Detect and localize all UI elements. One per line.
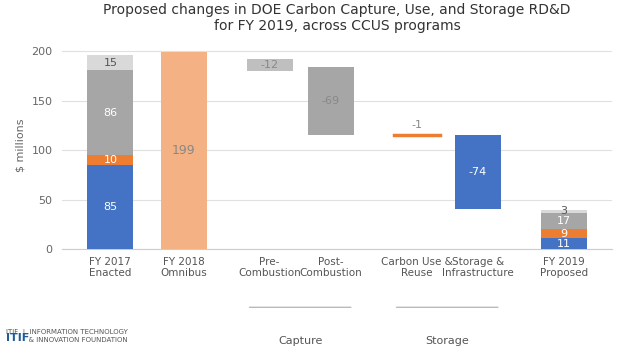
Text: 17: 17 xyxy=(557,216,571,226)
Bar xyxy=(87,165,134,249)
Text: 3: 3 xyxy=(560,206,567,216)
Bar xyxy=(540,238,587,249)
Bar xyxy=(161,52,207,249)
Text: 9: 9 xyxy=(560,229,567,239)
Bar xyxy=(540,210,587,212)
Text: 85: 85 xyxy=(103,202,117,212)
Bar xyxy=(87,70,134,155)
Text: 11: 11 xyxy=(557,239,570,249)
Bar xyxy=(540,212,587,229)
Text: 86: 86 xyxy=(103,108,117,118)
Text: ITIF: ITIF xyxy=(6,333,29,343)
Text: ITIF  |  INFORMATION TECHNOLOGY
          & INNOVATION FOUNDATION: ITIF | INFORMATION TECHNOLOGY & INNOVATI… xyxy=(6,329,128,343)
Text: Capture: Capture xyxy=(278,336,323,346)
Text: -74: -74 xyxy=(469,167,487,177)
Text: -12: -12 xyxy=(261,60,279,70)
Bar xyxy=(87,155,134,165)
Title: Proposed changes in DOE Carbon Capture, Use, and Storage RD&D
for FY 2019, acros: Proposed changes in DOE Carbon Capture, … xyxy=(103,3,571,34)
Text: Storage: Storage xyxy=(426,336,469,346)
Bar xyxy=(455,135,501,209)
Text: 15: 15 xyxy=(104,58,117,68)
Bar xyxy=(87,55,134,70)
Y-axis label: $ millions: $ millions xyxy=(16,119,26,172)
Text: 10: 10 xyxy=(104,155,117,165)
Bar xyxy=(308,67,354,135)
Text: -69: -69 xyxy=(322,96,340,106)
Bar xyxy=(246,59,293,71)
Text: -1: -1 xyxy=(411,120,422,130)
Text: 199: 199 xyxy=(172,144,196,157)
Bar xyxy=(540,229,587,238)
